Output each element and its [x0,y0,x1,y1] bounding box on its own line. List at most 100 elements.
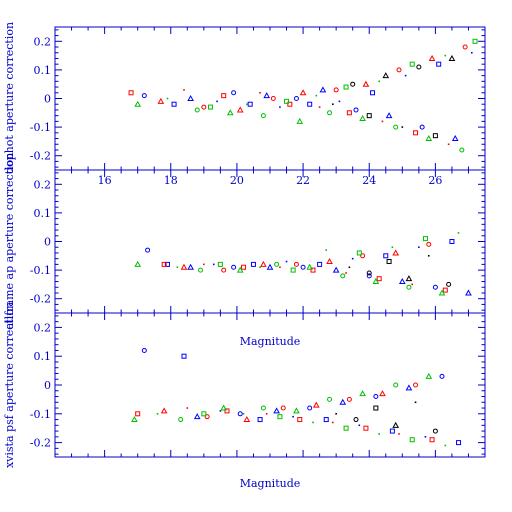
dophot-x-tick-label: 20 [230,174,244,187]
xvista-data-marks [131,347,462,447]
allframe-data-point [366,270,372,276]
allframe-data-point [446,281,452,287]
xvista-data-point [363,425,369,431]
dophot-data-point [370,90,376,96]
dophot-data-point [409,61,415,67]
dophot-data-point [447,143,450,146]
xvista-data-point [181,353,187,359]
allframe-data-point [250,261,256,267]
dophot-data-point [141,93,147,99]
xvista-data-point [379,390,386,397]
dophot-data-point [366,113,372,119]
allframe-data-point [383,253,389,259]
allframe-data-point [290,267,296,273]
dophot-data-point [470,51,473,54]
allframe-data-point [306,263,314,270]
xvista-data-point [307,405,313,411]
dophot-panel: 0.2 0.1 0 -0.1 -0.2 16 18 20 22 24 26 dophot aper… [3,22,486,187]
xvista-data-point [332,421,334,424]
dophot-data-point [157,97,165,104]
allframe-data-point [376,276,382,282]
allframe-y-tick-label: 0.2 [34,178,52,191]
dophot-data-point [350,81,356,87]
allframe-data-point [145,247,151,253]
allframe-y-tick-label: -0.1 [30,264,51,277]
xvista-data-point [373,405,379,411]
dophot-data-point [327,110,333,116]
dophot-data-point [472,38,478,44]
xvista-data-point [378,433,380,435]
allframe-data-point [372,278,380,285]
dophot-data-point [284,98,290,104]
xvista-data-point [141,347,147,353]
allframe-data-point [351,257,354,260]
xvista-data-point [353,417,359,423]
dophot-data-point [201,104,207,110]
xvista-data-point [312,421,314,424]
allframe-data-point [406,284,412,290]
dophot-data-point [279,106,281,108]
dophot-data-point [207,104,213,110]
allframe-data-point [348,266,351,269]
xvista-data-point [424,436,427,438]
allframe-data-point [198,267,204,273]
dophot-data-point [307,101,313,107]
xvista-data-point [393,382,399,388]
allframe-data-point [279,266,281,269]
dophot-data-point [259,91,261,94]
xvista-data-point [389,428,395,434]
allframe-data-point [164,261,170,267]
xvista-data-point [343,425,349,431]
dophot-data-point [171,101,177,107]
xvista-data-point [277,414,283,420]
dophot-data-point [343,84,349,90]
xvista-data-point [273,407,280,414]
xvista-data-point [265,413,268,415]
dophot-data-point [381,120,384,123]
dophot-data-point [346,110,352,116]
allframe-data-point [266,263,274,270]
allframe-data-point [293,261,299,267]
dophot-data-point [183,89,185,91]
xvista-data-point [219,410,222,412]
dophot-x-tick-labels: 16 18 20 22 24 26 [98,174,443,187]
dophot-data-point [236,106,244,113]
xvista-y-tick-label: -0.2 [30,437,51,450]
xvista-data-point [425,372,433,379]
allframe-data-point [465,289,472,296]
allframe-data-point [317,261,323,267]
dophot-data-point [448,54,456,61]
allframe-data-point [310,267,316,273]
allframe-data-point [212,263,215,266]
dophot-data-point [287,101,293,107]
dophot-data-point [270,96,276,101]
xvista-data-point [293,407,300,414]
dophot-data-point [134,100,142,107]
allframe-y-tick-label: -0.2 [30,293,51,306]
allframe-data-point [260,260,267,267]
allframe-data-point [217,261,223,267]
allframe-y-tick-label: 0 [44,236,51,249]
dophot-y-tick-label: -0.1 [30,121,51,134]
dophot-data-point [128,90,134,96]
xvista-x-axis-label: Magnitude [240,477,301,490]
dophot-data-point [444,54,447,57]
dophot-data-point [187,94,194,101]
dophot-data-point [432,133,438,139]
xvista-data-point [220,404,228,411]
xvista-y-tick-labels: 0.2 0.1 0 -0.1 -0.2 [30,321,51,449]
xvista-y-tick-label: -0.1 [30,408,51,421]
dophot-data-point [299,89,307,96]
dophot-axis-ticks [54,27,486,170]
xvista-data-point [346,396,352,402]
dophot-data-point [315,94,318,97]
dophot-y-tick-labels: 0.2 0.1 0 -0.1 -0.2 [30,35,51,162]
xvista-data-point [456,440,462,446]
dophot-data-point [263,92,271,99]
dophot-data-point [166,97,169,100]
xvista-y-tick-label: 0.2 [34,321,52,334]
dophot-x-tick-label: 24 [362,174,376,187]
xvista-data-point [186,407,189,409]
